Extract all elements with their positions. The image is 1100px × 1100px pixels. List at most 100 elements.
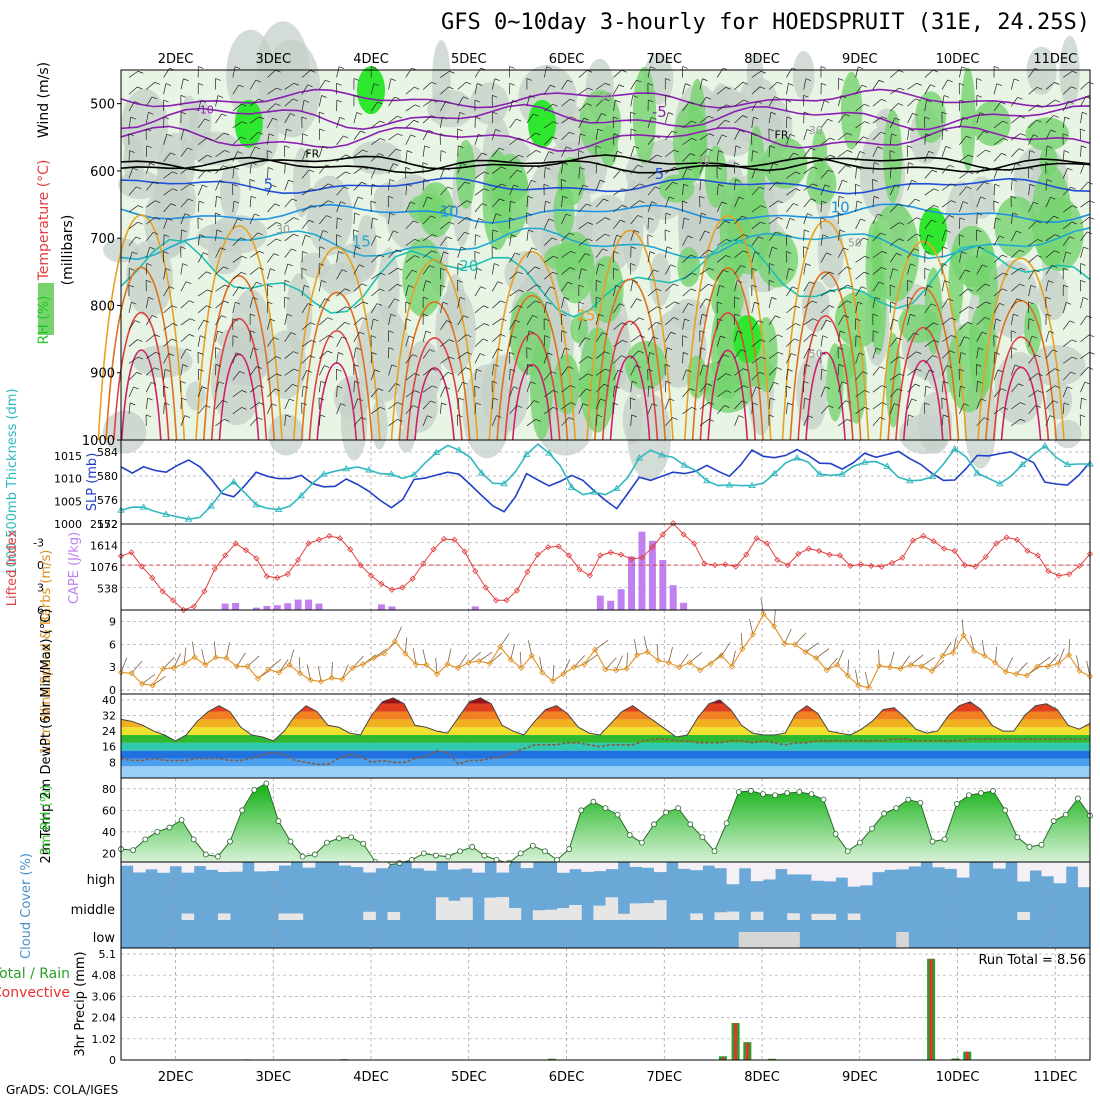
wind-barb-flag <box>137 205 144 208</box>
wind-barb <box>803 300 813 309</box>
wind-barb-flag <box>1012 212 1018 216</box>
wind-barb-flag <box>648 99 654 103</box>
cloud-high-cell <box>690 862 703 871</box>
wind-barb <box>491 263 495 275</box>
warm-isotherm <box>699 312 756 441</box>
wind-barb <box>855 407 865 415</box>
ytick-label: 0 <box>37 559 44 572</box>
wind10-marker <box>549 677 556 684</box>
wind-barb <box>941 146 947 157</box>
wind-barb <box>1045 129 1051 141</box>
wind-barb-flag <box>894 184 900 188</box>
wind-barb <box>768 145 771 157</box>
cloud-mid-cell <box>387 912 401 920</box>
lifted-marker <box>753 535 760 542</box>
wind-barb-flag <box>847 150 853 153</box>
wind-barb-flag <box>288 179 294 183</box>
wind-barb <box>353 347 357 359</box>
cloud-high-cell <box>472 862 485 873</box>
ytick-label: 580 <box>97 470 118 483</box>
wind-barb <box>146 96 153 107</box>
wind-barb-flag <box>535 284 542 288</box>
wind-barb-flag <box>423 296 429 300</box>
wind-barb-flag <box>742 81 748 85</box>
wind-barb <box>1045 385 1056 393</box>
wind-barb <box>976 347 979 359</box>
wind-barb-flag <box>856 167 862 170</box>
wind-barb <box>716 269 724 280</box>
wind-barb-flag <box>479 353 486 356</box>
wind-barb-flag <box>631 414 637 418</box>
wind-barb <box>215 180 221 191</box>
wind-barb <box>561 162 564 174</box>
wind-barb-flag <box>302 133 308 137</box>
wind10-marker <box>518 664 525 672</box>
wind-barb-flag <box>976 229 982 233</box>
wind-barb-flag <box>933 322 939 326</box>
wind-barb <box>993 83 998 95</box>
rh-blotch-grey <box>1053 419 1082 449</box>
wind-barb <box>491 78 496 90</box>
wind-barb-flag <box>249 179 255 182</box>
wind-barb-flag <box>397 419 403 422</box>
wind-barb <box>613 188 623 196</box>
wind-barb <box>751 371 760 381</box>
wind-barb <box>474 83 478 95</box>
wind10-marker <box>444 661 451 668</box>
lifted-marker <box>1066 571 1073 578</box>
wind-barb <box>336 352 339 364</box>
wind-barb-flag <box>723 269 729 273</box>
thickness-marker <box>567 483 576 490</box>
wind-barb-flag <box>672 417 678 420</box>
wind-barb <box>924 386 927 398</box>
wind-barb-flag <box>528 229 534 233</box>
thickness-marker <box>252 500 261 508</box>
wind-barb-flag <box>839 229 845 233</box>
wind10-barb <box>457 654 468 669</box>
wind-barb-flag <box>649 352 655 355</box>
wind-barb-flag <box>656 288 662 292</box>
wind-barb-flag <box>1031 335 1038 339</box>
wind-barb-flag <box>318 263 325 266</box>
wind-barb <box>215 266 224 275</box>
wind-barb-flag <box>273 337 279 340</box>
wind-barb-flag <box>422 162 428 165</box>
wind-barb <box>820 369 823 381</box>
rh2m-marker <box>675 805 682 812</box>
wind-barb-flag <box>361 283 368 287</box>
wind-barb-flag <box>155 351 161 355</box>
wind-barb-flag <box>241 271 247 275</box>
wind-barb <box>993 272 1004 280</box>
wind-barb <box>526 284 537 292</box>
wind-barb <box>734 368 744 376</box>
wind-barb-flag <box>568 366 574 369</box>
wind-barb-flag <box>241 103 247 107</box>
wind-barb-flag <box>172 188 178 192</box>
wind-barb <box>249 132 259 141</box>
wind-barb-flag <box>927 285 933 288</box>
wind-barb-flag <box>822 234 828 238</box>
wind-barb <box>855 286 862 297</box>
rh-saturated <box>919 207 948 256</box>
rh-blotch-grey <box>185 381 206 411</box>
wind-barb-flag <box>254 213 260 217</box>
wind-barb-flag <box>700 179 707 182</box>
panel-ylabel: 3hr Precip (mm) <box>73 951 88 1056</box>
wind-barb-flag <box>1045 313 1052 317</box>
rh-blotch-green <box>697 362 736 397</box>
wind-barb-flag <box>146 145 152 149</box>
rh-blotch-green <box>948 245 964 323</box>
thickness-marker <box>748 481 756 489</box>
wind-barb-flag <box>890 301 896 305</box>
wind-barb-flag <box>1053 115 1059 118</box>
wind-barb <box>976 381 978 393</box>
wind-barb-flag <box>514 252 520 256</box>
rh2m-marker <box>457 848 464 855</box>
wind-barb-flag <box>737 330 743 334</box>
wind-barb-flag <box>755 167 762 171</box>
wind-barb <box>422 81 432 90</box>
wind10-barb <box>784 628 792 644</box>
wind-barb-flag <box>616 234 622 238</box>
warm-isotherm <box>97 214 186 441</box>
